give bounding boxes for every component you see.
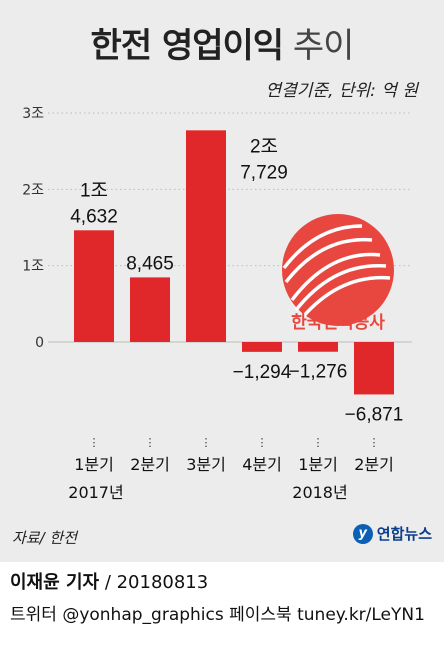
y-tick-label: 1조 bbox=[22, 259, 44, 275]
bar-chart: 한국전력공사 3조 2조 1조 0 1조 4,632 8,465 2조 7,729 −1,294… bbox=[22, 106, 412, 502]
x-category-label: 4분기 bbox=[242, 455, 282, 474]
chart-title: 한전 영업이익 추이 bbox=[0, 18, 444, 67]
value-labels: 1조 4,632 8,465 2조 7,729 −1,294−1,276 −6,871 bbox=[70, 136, 403, 425]
agency-name: 연합뉴스 bbox=[376, 525, 432, 543]
x-tick-dots: ⋮ bbox=[313, 436, 324, 449]
bar bbox=[74, 230, 114, 342]
bar-value-label: 8,465 bbox=[126, 253, 174, 274]
source-note: 자료/ 한전 bbox=[12, 529, 78, 547]
y-axis-ticks: 3조 2조 1조 0 bbox=[22, 106, 44, 351]
credit-line: 이재윤 기자 / 20180813 bbox=[10, 568, 208, 594]
yonhap-icon: y bbox=[352, 523, 373, 544]
kepco-logo-stripes bbox=[282, 224, 391, 320]
title-main: 한전 영업이익 bbox=[90, 26, 285, 66]
x-category-label: 1분기 bbox=[298, 455, 338, 474]
x-tick-dots: ⋮ bbox=[257, 436, 268, 449]
social-line: 트위터 @yonhap_graphics 페이스북 tuney.kr/LeYN1 bbox=[10, 605, 425, 625]
bar-value-label: 2조 bbox=[250, 136, 278, 157]
x-tick-dots: ⋮ bbox=[201, 436, 212, 449]
kepco-name: 한국전력공사 bbox=[291, 313, 385, 333]
x-year-label: 2018년 bbox=[292, 483, 347, 502]
bar bbox=[242, 342, 282, 352]
unit-note: 연결기준, 단위: 억 원 bbox=[265, 81, 418, 101]
x-category-label: 2분기 bbox=[354, 455, 394, 474]
bars bbox=[74, 130, 394, 395]
bar-value-label: −6,871 bbox=[345, 404, 404, 425]
x-axis: ⋮ 1분기 ⋮ 2분기 ⋮ 3분기 ⋮ 4분기 ⋮ 1분기 ⋮ 2분기 2017년 2018년 bbox=[68, 436, 394, 502]
x-tick-dots: ⋮ bbox=[145, 436, 156, 449]
x-category-label: 3분기 bbox=[186, 455, 226, 474]
bar bbox=[130, 277, 170, 342]
bar-value-label: −1,276 bbox=[289, 362, 348, 383]
agency-logo: y 연합뉴스 bbox=[352, 523, 432, 544]
x-year-label: 2017년 bbox=[68, 483, 123, 502]
bar-value-label: 7,729 bbox=[240, 162, 288, 183]
x-category-label: 1분기 bbox=[74, 455, 114, 474]
title-sub: 추이 bbox=[292, 26, 355, 66]
bar-value-label: 1조 bbox=[80, 180, 108, 201]
y-tick-label: 3조 bbox=[22, 106, 44, 122]
y-tick-label: 2조 bbox=[22, 182, 44, 198]
x-tick-dots: ⋮ bbox=[89, 436, 100, 449]
x-category-label: 2분기 bbox=[130, 455, 170, 474]
y-tick-label: 0 bbox=[35, 335, 44, 351]
x-tick-dots: ⋮ bbox=[369, 436, 380, 449]
kepco-watermark: 한국전력공사 bbox=[282, 214, 394, 333]
reporter-name: 이재윤 기자 bbox=[10, 572, 100, 593]
bar bbox=[354, 342, 394, 395]
bar-value-label: 4,632 bbox=[70, 206, 118, 227]
bar-value-label: −1,294 bbox=[233, 362, 292, 383]
bar bbox=[298, 342, 338, 352]
bar bbox=[186, 130, 226, 342]
credit-date: / 20180813 bbox=[104, 572, 209, 593]
